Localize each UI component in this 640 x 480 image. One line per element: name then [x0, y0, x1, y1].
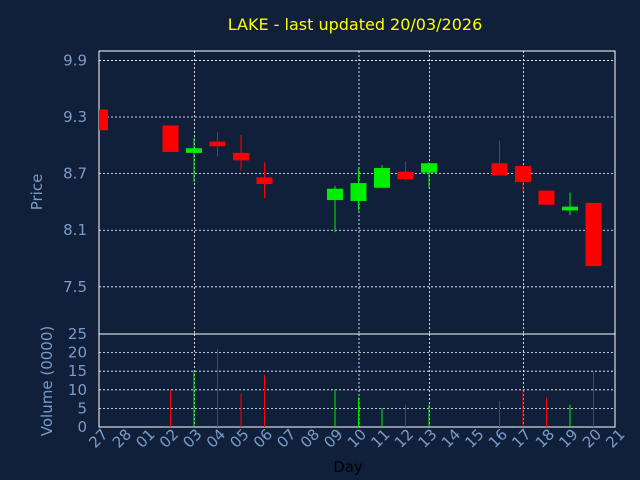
volume-tick-label: 10 — [68, 381, 87, 399]
price-tick-labels: 7.5 8.1 8.7 9.3 9.9 — [63, 51, 87, 295]
x-tick-label: 21 — [602, 425, 628, 451]
x-tick-label: 07 — [273, 425, 299, 451]
volume-tick-label: 0 — [77, 418, 87, 436]
x-tick-label: 12 — [391, 425, 417, 451]
volume-panel-frame — [98, 333, 616, 428]
price-tick-label: 7.5 — [63, 278, 87, 296]
candle-body — [99, 109, 108, 131]
x-tick-label: 15 — [461, 425, 487, 451]
candle-body — [186, 148, 202, 153]
price-axis-label: Price — [28, 174, 46, 211]
price-grid — [99, 60, 615, 288]
price-tick-label: 8.1 — [63, 221, 87, 239]
x-tick-label: 04 — [203, 425, 229, 451]
candle-body — [421, 163, 437, 173]
candle-body — [538, 190, 555, 205]
x-tick-label: 01 — [132, 425, 158, 451]
x-tick-label: 16 — [485, 425, 511, 451]
x-tick-label: 11 — [367, 425, 393, 451]
x-tick-label: 18 — [532, 425, 558, 451]
candle-body — [562, 206, 578, 211]
volume-tick-label: 20 — [68, 344, 87, 362]
candles — [99, 109, 602, 267]
candle-body — [491, 163, 508, 176]
x-tick-label: 10 — [344, 425, 370, 451]
candle-body — [515, 166, 531, 183]
candle-body — [374, 167, 390, 188]
candle-body — [327, 188, 343, 201]
x-tick-label: 20 — [579, 425, 605, 451]
x-tick-label: 28 — [109, 425, 135, 451]
x-tick-label: 17 — [508, 425, 534, 451]
x-tick-label: 14 — [438, 425, 464, 451]
volume-axis-label: Volume (0000) — [38, 326, 56, 436]
candle-body — [256, 177, 273, 185]
volume-grid — [99, 352, 615, 409]
candle-body — [397, 171, 414, 180]
price-tick-label: 9.3 — [63, 108, 87, 126]
volume-tick-label: 25 — [68, 325, 87, 343]
volume-tick-label: 15 — [68, 362, 87, 380]
volume-bars — [170, 348, 594, 427]
price-tick-label: 9.9 — [63, 51, 87, 69]
x-tick-label: 08 — [297, 425, 323, 451]
candle-body — [350, 183, 367, 201]
x-tick-label: 09 — [320, 425, 346, 451]
price-tick-label: 8.7 — [63, 165, 87, 183]
x-tick-label: 05 — [226, 425, 252, 451]
candle-body — [209, 141, 226, 147]
x-tick-labels: 2728010203040506070809101112131415161718… — [85, 425, 628, 451]
x-tick-label: 03 — [179, 425, 205, 451]
x-tick-label: 19 — [555, 425, 581, 451]
candle-body — [233, 152, 249, 161]
x-tick-label: 06 — [250, 425, 276, 451]
candle-body — [162, 125, 179, 152]
x-tick-label: 02 — [156, 425, 182, 451]
candle-body — [585, 202, 602, 267]
x-axis-label: Day — [333, 458, 363, 476]
x-grid — [194, 51, 524, 427]
chart-title: LAKE - last updated 20/03/2026 — [228, 15, 483, 34]
x-tick-label: 13 — [414, 425, 440, 451]
volume-tick-label: 5 — [77, 399, 87, 417]
x-tick-label: 27 — [85, 425, 111, 451]
